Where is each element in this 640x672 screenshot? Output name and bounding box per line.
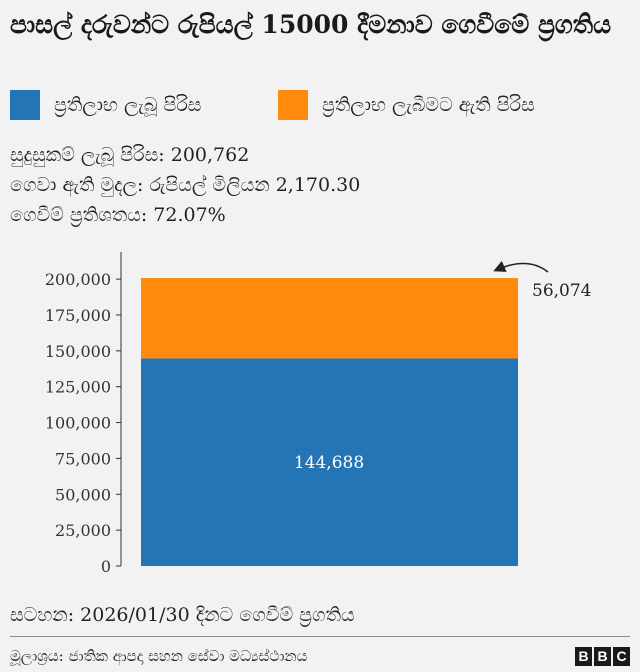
bbc-logo-letter: B: [575, 647, 592, 666]
chart-title: පාසල් දරුවන්ට රුපියල් 15000 දීමනාව ගෙවීම…: [10, 10, 612, 39]
y-tick-label: 25,000: [55, 521, 111, 540]
stat-payment-rate: ගෙවීම් ප්‍රතිශතය: 72.07%: [10, 204, 226, 226]
legend-label-received: ප්‍රතිලාභ ලැබූ පිරිස: [54, 94, 202, 116]
stat-eligible: සුදුසුකම් ලැබූ පිරිස: 200,762: [10, 144, 250, 166]
stat-paid-amount: ගෙවා ඇති මුදල: රුපියල් මිලියන 2,170.30: [10, 174, 361, 196]
y-tick-label: 150,000: [45, 342, 111, 361]
bars: [141, 278, 518, 566]
y-tick-label: 50,000: [55, 485, 111, 504]
y-axis-ticks: 0 25,000 50,000 75,000 100,000 125,000 150,000…: [45, 270, 121, 576]
bar-segment-received: [141, 358, 518, 566]
y-tick-label: 125,000: [45, 378, 111, 397]
legend-swatch-received: [10, 90, 40, 120]
footer-divider: [10, 636, 630, 637]
y-tick-label: 75,000: [55, 449, 111, 468]
legend-label-pending: ප්‍රතිලාභ ලැබීමට ඇති පිරිස: [322, 94, 535, 116]
y-tick-label: 100,000: [45, 414, 111, 433]
data-label-pending: 56,074: [532, 281, 591, 301]
bar-segment-pending: [141, 278, 518, 359]
chart-note: සටහන: 2026/01/30 දිනට ගෙවීම් ප්‍රගතිය: [10, 604, 355, 626]
bbc-logo-letter: C: [613, 647, 630, 666]
data-label-received: 144,688: [294, 453, 364, 473]
bbc-logo-letter: B: [594, 647, 611, 666]
legend-swatch-pending: [278, 90, 308, 120]
y-tick-label: 200,000: [45, 270, 111, 289]
stats-block: සුදුසුකම් ලැබූ පිරිස: 200,762 ගෙවා ඇති ම…: [10, 140, 630, 230]
y-tick-label: 0: [101, 557, 111, 576]
annotation-arrow: [493, 260, 549, 273]
y-tick-label: 175,000: [45, 306, 111, 325]
legend: ප්‍රතිලාභ ලැබූ පිරිස ප්‍රතිලාභ ලැබීමට ඇත…: [10, 88, 630, 122]
stacked-bar-chart: 0 25,000 50,000 75,000 100,000 125,000 150,000…: [45, 252, 591, 576]
source-text: මූලාශ්‍රය: ජාතික ආපදා සහන සේවා මධ්‍යස්ථා…: [10, 647, 308, 665]
